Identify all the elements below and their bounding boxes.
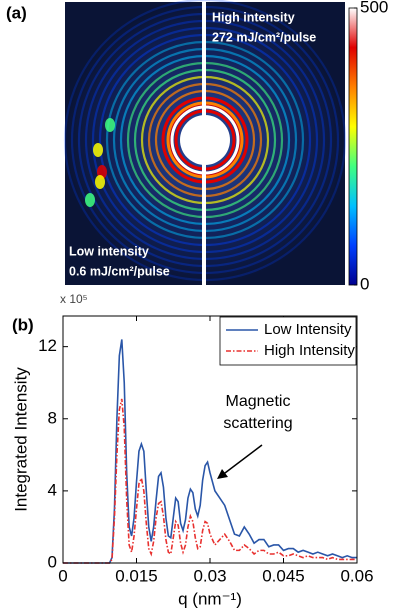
y-tick-label: 8 <box>48 408 57 427</box>
speckle <box>95 175 105 189</box>
speckle <box>93 143 103 157</box>
series-line <box>63 398 357 564</box>
x-tick-label: 0 <box>58 566 67 585</box>
speckle <box>105 118 115 132</box>
legend-label: High Intensity <box>264 342 355 359</box>
annotation: High intensity <box>212 10 295 24</box>
series-line <box>63 339 357 564</box>
legend-label: Low Intensity <box>264 321 352 338</box>
x-tick-label: 0.03 <box>193 566 226 585</box>
panel-label: (a) <box>6 3 27 22</box>
divider <box>202 2 206 285</box>
annotation: scattering <box>223 415 292 432</box>
x-axis-label: q (nm⁻¹) <box>178 589 242 608</box>
annotation: Low intensity <box>69 244 149 258</box>
x-tick-label: 0.045 <box>262 566 305 585</box>
annotation: 272 mJ/cm²/pulse <box>212 30 316 44</box>
x-tick-label: 0.015 <box>115 566 158 585</box>
annotation-arrowhead <box>217 469 228 479</box>
y-tick-label: 0 <box>48 552 57 571</box>
annotation: 0.6 mJ/cm²/pulse <box>69 264 170 278</box>
y-tick-label: 12 <box>38 336 57 355</box>
multiplier: x 10⁵ <box>60 292 88 306</box>
legend-box <box>219 316 357 366</box>
y-tick-label: 4 <box>48 480 57 499</box>
colorbar-tick-label: 500 <box>360 0 388 16</box>
panel-label: (b) <box>12 315 34 334</box>
x-tick-label: 0.06 <box>340 566 373 585</box>
plot-frame <box>62 315 358 564</box>
annotation-arrow <box>220 444 263 477</box>
colorbar-tick-label: 0 <box>360 274 369 293</box>
y-axis-label: Integrated Intensity <box>11 367 30 512</box>
colorbar <box>348 7 358 286</box>
speckle <box>85 193 95 207</box>
annotation: Magnetic <box>226 393 291 410</box>
